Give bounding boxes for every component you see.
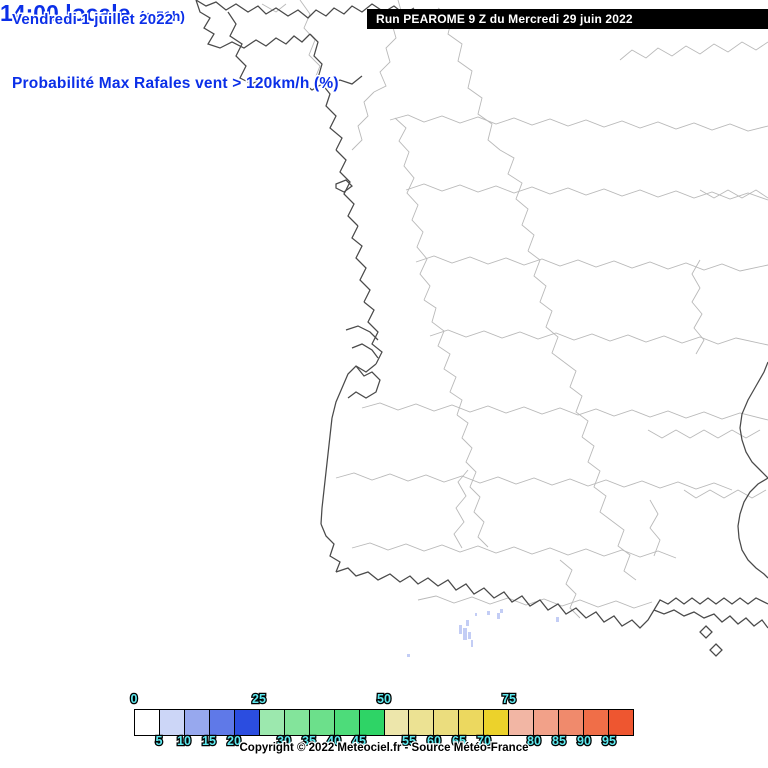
legend-cell-5-10[interactable]: [159, 710, 185, 735]
coastline-and-borders: [195, 0, 768, 657]
legend-minor-tick-30: 30: [276, 733, 292, 750]
legend-cell-60-65[interactable]: [434, 710, 460, 735]
legend-cell-30-35[interactable]: [284, 710, 310, 735]
legend-major-tick-50: 50: [376, 691, 392, 708]
color-scale-strip[interactable]: [134, 709, 634, 736]
legend-minor-tick-15: 15: [201, 733, 217, 750]
department-boundaries: [261, 0, 768, 619]
legend-cell-25-30[interactable]: [259, 710, 285, 735]
legend-cell-65-70[interactable]: [459, 710, 485, 735]
forecast-offset-label: (+ 51h): [138, 7, 186, 26]
legend-cell-35-40[interactable]: [309, 710, 335, 735]
legend-minor-tick-5: 5: [154, 733, 164, 750]
parameter-label: Probabilité Max Rafales vent > 120km/h (…: [11, 74, 341, 94]
legend-cell-85-90[interactable]: [559, 710, 585, 735]
model-run-banner: Run PEAROME 9 Z du Mercredi 29 juin 2022: [367, 9, 768, 29]
legend-minor-tick-95: 95: [601, 733, 617, 750]
legend-cell-40-45[interactable]: [334, 710, 360, 735]
legend-minor-tick-90: 90: [576, 733, 592, 750]
legend-cell-75-80[interactable]: [509, 710, 535, 735]
legend-cell-15-20[interactable]: [209, 710, 235, 735]
forecast-time-row: 14:00 locale (+ 51h): [0, 0, 768, 28]
legend-cell-80-85[interactable]: [534, 710, 560, 735]
legend-cell-10-15[interactable]: [184, 710, 210, 735]
model-run-label: Run PEAROME 9 Z du Mercredi 29 juin 2022: [376, 12, 633, 26]
forecast-date-label: Vendredi 1 juillet 2022: [10, 10, 174, 30]
legend-cell-70-75[interactable]: [484, 710, 510, 735]
color-scale-legend[interactable]: [134, 709, 634, 736]
legend-cell-0-5[interactable]: [135, 710, 160, 735]
legend-major-tick-75: 75: [501, 691, 517, 708]
legend-cell-90-95[interactable]: [584, 710, 610, 735]
legend-minor-tick-60: 60: [426, 733, 442, 750]
legend-minor-tick-65: 65: [451, 733, 467, 750]
legend-cell-20-25[interactable]: [234, 710, 260, 735]
copyright-notice: Copyright © 2022 Meteociel.fr - Source M…: [238, 741, 529, 755]
legend-cell-45-50[interactable]: [359, 710, 385, 735]
legend-minor-tick-45: 45: [351, 733, 367, 750]
legend-cell-50-55[interactable]: [384, 710, 410, 735]
legend-cell-95-100[interactable]: [609, 710, 634, 735]
legend-major-tick-0: 0: [129, 691, 139, 708]
legend-minor-tick-70: 70: [476, 733, 492, 750]
legend-minor-tick-10: 10: [176, 733, 192, 750]
probability-overlay: [407, 609, 559, 657]
forecast-time-label: 14:00 locale: [0, 0, 132, 28]
legend-minor-tick-35: 35: [301, 733, 317, 750]
legend-cell-55-60[interactable]: [409, 710, 435, 735]
legend-minor-tick-80: 80: [526, 733, 542, 750]
legend-minor-tick-20: 20: [226, 733, 242, 750]
legend-minor-tick-85: 85: [551, 733, 567, 750]
legend-minor-tick-55: 55: [401, 733, 417, 750]
legend-minor-tick-40: 40: [326, 733, 342, 750]
legend-major-tick-25: 25: [251, 691, 267, 708]
